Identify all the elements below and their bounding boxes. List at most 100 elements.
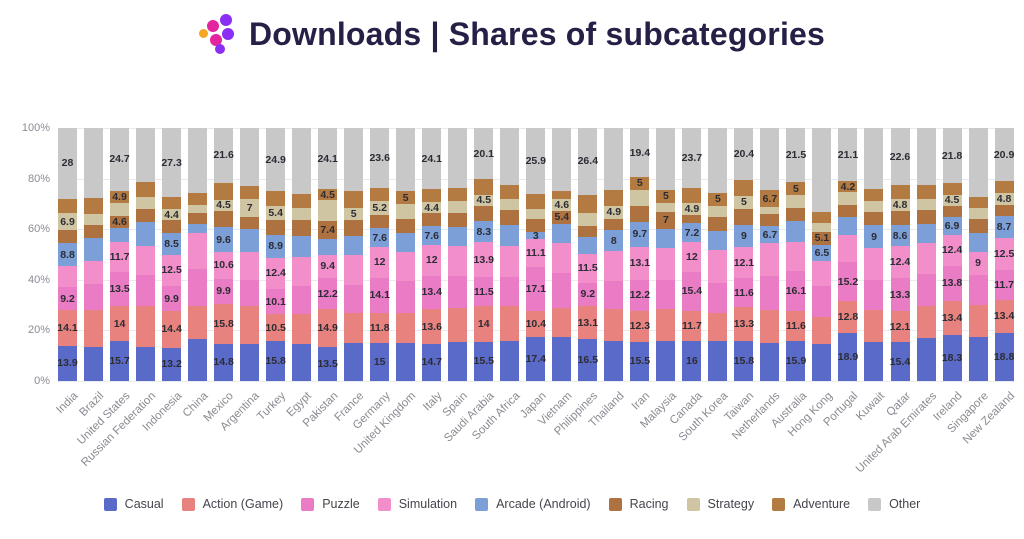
- segment-arcade-android[interactable]: [786, 221, 806, 242]
- segment-action-game[interactable]: 14.1: [57, 310, 78, 346]
- segment-other[interactable]: 22.6: [890, 128, 910, 186]
- segment-puzzle[interactable]: 9.9: [214, 278, 234, 304]
- segment-strategy[interactable]: [500, 198, 520, 211]
- bar-indonesia[interactable]: 13.2 14.4 9.9 12.5 8.5 4.4 27.3: [161, 128, 182, 381]
- segment-simulation[interactable]: [84, 260, 104, 284]
- segment-racing[interactable]: [188, 212, 208, 224]
- segment-adventure[interactable]: [240, 186, 260, 199]
- segment-adventure[interactable]: [734, 179, 754, 197]
- segment-action-game[interactable]: 15.8: [213, 303, 234, 344]
- segment-other[interactable]: 23.6: [369, 128, 390, 188]
- segment-other[interactable]: [396, 128, 416, 192]
- segment-racing[interactable]: [500, 210, 520, 226]
- segment-arcade-android[interactable]: 8: [604, 230, 624, 251]
- segment-strategy[interactable]: [708, 205, 728, 218]
- segment-arcade-android[interactable]: [344, 235, 364, 255]
- segment-puzzle[interactable]: [396, 281, 416, 313]
- bar-japan[interactable]: 17.4 10.4 17.1 11.1 3 25.9: [526, 128, 546, 381]
- bar-france[interactable]: 5: [344, 128, 364, 381]
- segment-strategy[interactable]: [630, 189, 650, 206]
- segment-adventure[interactable]: [162, 197, 182, 210]
- bar-iran[interactable]: 15.5 12.3 12.2 13.1 9.7 5 19.4: [630, 128, 650, 381]
- segment-strategy[interactable]: [396, 203, 416, 220]
- segment-strategy[interactable]: [84, 214, 104, 226]
- segment-puzzle[interactable]: 9.2: [578, 282, 598, 307]
- segment-simulation[interactable]: [916, 243, 936, 274]
- segment-puzzle[interactable]: [708, 282, 728, 314]
- segment-other[interactable]: [760, 128, 780, 191]
- segment-casual[interactable]: [240, 344, 260, 381]
- segment-arcade-android[interactable]: 8.9: [266, 235, 286, 258]
- segment-action-game[interactable]: 12.8: [838, 300, 858, 334]
- segment-simulation[interactable]: 11.1: [526, 239, 546, 268]
- segment-adventure[interactable]: 5: [656, 190, 676, 203]
- segment-simulation[interactable]: [292, 257, 312, 287]
- segment-other[interactable]: [656, 128, 676, 191]
- bar-south-africa[interactable]: [500, 128, 520, 381]
- segment-racing[interactable]: [682, 215, 702, 224]
- segment-racing[interactable]: [58, 230, 77, 244]
- segment-arcade-android[interactable]: [838, 217, 858, 236]
- segment-adventure[interactable]: 4.5: [318, 189, 338, 201]
- segment-adventure[interactable]: [578, 194, 598, 213]
- segment-racing[interactable]: [942, 205, 962, 218]
- segment-puzzle[interactable]: 10.1: [265, 288, 286, 315]
- segment-other[interactable]: 20.1: [474, 128, 494, 179]
- legend-item-strategy[interactable]: Strategy: [686, 497, 754, 511]
- segment-simulation[interactable]: [604, 250, 624, 282]
- segment-strategy[interactable]: [136, 197, 156, 209]
- segment-casual[interactable]: [344, 343, 364, 381]
- segment-puzzle[interactable]: 12.2: [630, 279, 650, 311]
- segment-action-game[interactable]: 13.1: [578, 306, 598, 340]
- segment-racing[interactable]: [734, 208, 754, 225]
- segment-arcade-android[interactable]: 7.6: [370, 227, 390, 248]
- bar-canada[interactable]: 16 11.7 15.4 12 7.2 4.9 23.7: [682, 128, 702, 381]
- legend-item-adventure[interactable]: Adventure: [772, 497, 850, 511]
- segment-casual[interactable]: 18.9: [838, 333, 858, 381]
- segment-other[interactable]: 24.1: [317, 128, 338, 190]
- segment-adventure[interactable]: 6.7: [760, 190, 780, 208]
- segment-racing[interactable]: [760, 214, 780, 227]
- segment-other[interactable]: 20.9: [994, 128, 1014, 181]
- segment-racing[interactable]: [890, 211, 910, 225]
- segment-puzzle[interactable]: [188, 269, 208, 306]
- segment-other[interactable]: [292, 128, 312, 194]
- segment-action-game[interactable]: 12.3: [630, 310, 650, 342]
- segment-arcade-android[interactable]: [500, 225, 520, 246]
- segment-racing[interactable]: [370, 214, 390, 228]
- segment-casual[interactable]: 15: [370, 343, 390, 381]
- segment-strategy[interactable]: 4.5: [214, 199, 234, 212]
- segment-puzzle[interactable]: 13.3: [890, 277, 910, 312]
- segment-simulation[interactable]: [500, 245, 520, 278]
- segment-action-game[interactable]: 10.5: [265, 314, 286, 342]
- segment-arcade-android[interactable]: 8.8: [58, 243, 77, 266]
- segment-racing[interactable]: [708, 217, 728, 231]
- segment-adventure[interactable]: [448, 187, 468, 202]
- segment-casual[interactable]: [448, 341, 468, 381]
- bar-new-zealand[interactable]: 18.8 13.4 11.7 12.5 8.7 4.8 20.9: [994, 128, 1014, 381]
- bar-portugal[interactable]: 18.9 12.8 15.2 4.2 21.1: [838, 128, 858, 381]
- legend-item-arcade-android[interactable]: Arcade (Android): [475, 497, 591, 511]
- bar-australia[interactable]: 15.9 11.6 16.1 5 21.5: [786, 128, 806, 381]
- bar-china[interactable]: [188, 128, 208, 381]
- segment-other[interactable]: 25.9: [526, 128, 546, 194]
- segment-casual[interactable]: [84, 346, 104, 381]
- segment-arcade-android[interactable]: [578, 237, 598, 254]
- segment-puzzle[interactable]: 13.4: [422, 275, 442, 310]
- legend-item-racing[interactable]: Racing: [608, 497, 669, 511]
- segment-arcade-android[interactable]: [84, 238, 104, 261]
- segment-arcade-android[interactable]: 9: [864, 225, 884, 249]
- bar-spain[interactable]: [448, 128, 468, 381]
- segment-racing[interactable]: [84, 225, 104, 239]
- segment-arcade-android[interactable]: 9: [734, 224, 754, 248]
- bar-hong-kong[interactable]: 6.5 5.1: [812, 128, 832, 381]
- segment-simulation[interactable]: [240, 252, 260, 280]
- segment-racing[interactable]: [526, 219, 546, 232]
- segment-simulation[interactable]: [656, 248, 676, 280]
- segment-strategy[interactable]: 4.8: [994, 192, 1014, 205]
- segment-other[interactable]: [240, 128, 260, 187]
- segment-strategy[interactable]: 6.9: [58, 212, 77, 231]
- segment-strategy[interactable]: 4.6: [552, 198, 572, 211]
- segment-adventure[interactable]: [84, 198, 104, 215]
